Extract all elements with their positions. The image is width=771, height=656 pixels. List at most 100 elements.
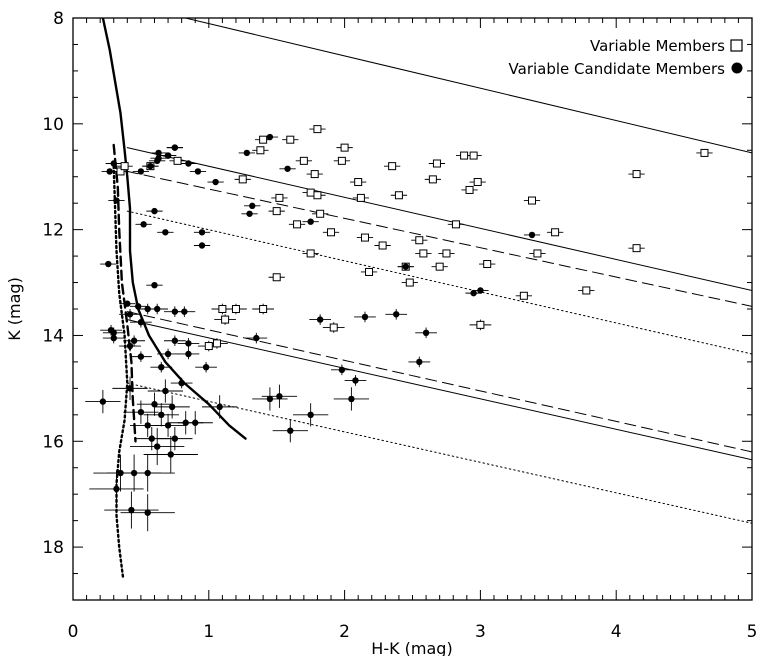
variable-candidate-point [216, 403, 223, 411]
variable-candidate-point [151, 281, 158, 289]
x-tick-label: 1 [203, 622, 214, 642]
variable-candidate-point [164, 350, 172, 358]
variable-candidate-point [113, 485, 120, 493]
variable-member-point [354, 178, 363, 187]
variable-member-point [451, 220, 460, 229]
x-tick-label: 2 [339, 622, 350, 642]
variable-member-point [551, 228, 560, 237]
y-tick-label: 8 [53, 9, 64, 29]
reddening-line-4 [126, 210, 752, 355]
variable-candidate-point [126, 385, 134, 392]
variable-member-point [272, 207, 281, 216]
variable-candidate-point [144, 509, 151, 516]
variable-member-point [212, 339, 221, 348]
variable-member-point [365, 267, 374, 276]
variable-candidate-point [148, 435, 155, 442]
variable-candidate-point [151, 207, 158, 215]
variable-member-point [378, 241, 387, 250]
variable-member-point [286, 135, 295, 144]
variable-candidate-point [130, 469, 138, 477]
variable-candidate-point [137, 168, 145, 175]
variable-member-point [442, 249, 451, 258]
x-tick-label: 3 [475, 622, 486, 642]
variable-candidate-point [171, 308, 179, 315]
variable-member-point [120, 162, 129, 171]
variable-member-point [256, 146, 265, 155]
variable-member-point [340, 143, 349, 152]
variable-candidate-point [128, 506, 135, 514]
axis-ticks [72, 17, 753, 601]
variable-candidate-point [348, 395, 355, 403]
variable-member-point [700, 148, 709, 157]
variable-member-point [173, 156, 182, 165]
isochrone-solid [101, 18, 247, 440]
variable-member-point [329, 323, 338, 332]
variable-member-point [356, 193, 365, 202]
x-tick-label: 0 [68, 622, 79, 642]
model-curves [101, 18, 752, 580]
variable-candidate-point [198, 229, 206, 236]
variable-candidate-point [194, 168, 202, 175]
variable-candidate-point [181, 308, 188, 315]
variable-candidate-point [158, 411, 165, 419]
variable-member-point [533, 249, 542, 258]
variable-candidate-point [182, 419, 189, 426]
variable-member-point [337, 156, 346, 165]
variable-member-point [388, 162, 397, 171]
variable-candidate-point [126, 311, 134, 318]
variable-member-point [519, 291, 528, 300]
variable-member-point [306, 188, 315, 197]
variable-candidate-point [144, 305, 151, 313]
legend-label-variable-members: Variable Members [590, 37, 725, 55]
variable-candidate-point [147, 162, 154, 170]
variable-member-point [275, 193, 284, 202]
variable-member-point [415, 236, 424, 245]
variable-candidate-point [168, 403, 176, 411]
variable-candidate-point [249, 202, 256, 210]
variable-candidate-point [144, 422, 151, 429]
variable-candidate-point [202, 364, 210, 371]
variable-candidate-point [178, 379, 185, 387]
variable-member-point [238, 175, 247, 184]
variable-member-point [582, 286, 591, 295]
variable-candidate-point [106, 168, 113, 175]
variable-candidate-point [110, 160, 117, 167]
reddening-line-3 [126, 170, 752, 307]
variable-candidate-point [110, 334, 117, 342]
variable-member-point [313, 191, 322, 200]
variable-member-point [272, 273, 281, 282]
variable-candidate-point [164, 422, 172, 429]
x-tick-labels: 0 1 2 3 4 5 [68, 622, 758, 642]
variable-candidate-point [307, 411, 314, 419]
variable-member-point [469, 151, 478, 160]
variable-candidate-point [528, 231, 536, 239]
variable-candidate-point [361, 313, 369, 321]
variable-candidate-point [140, 221, 147, 228]
variable-member-point [632, 244, 641, 253]
variable-candidate-point [113, 197, 120, 204]
variable-member-point [428, 175, 437, 184]
variable-member-point [476, 320, 485, 329]
legend-label-variable-candidate-members: Variable Candidate Members [509, 60, 726, 78]
variable-candidate-point [307, 218, 314, 225]
variable-candidate-point [246, 210, 253, 217]
variable-candidate-point [144, 469, 151, 477]
reddening-line-7 [126, 382, 752, 524]
variable-candidate-point [151, 401, 158, 408]
variable-candidate-point [110, 329, 117, 337]
variable-candidate-point [155, 149, 162, 157]
variable-candidate-point [185, 160, 192, 167]
variable-candidate-point [130, 337, 138, 344]
y-tick-labels: 8 10 12 14 16 18 [42, 9, 64, 558]
variable-member-point [632, 170, 641, 179]
variable-candidate-point [287, 427, 294, 434]
variable-candidate-point [134, 303, 142, 310]
variable-member-point [419, 249, 428, 258]
reddening-line-1 [183, 18, 752, 154]
variable-candidate-point [155, 155, 162, 162]
y-axis-label: K (mag) [5, 277, 24, 341]
variable-candidate-point [105, 260, 112, 268]
variable-candidate-point [253, 334, 260, 342]
variable-candidate-point [266, 133, 274, 141]
